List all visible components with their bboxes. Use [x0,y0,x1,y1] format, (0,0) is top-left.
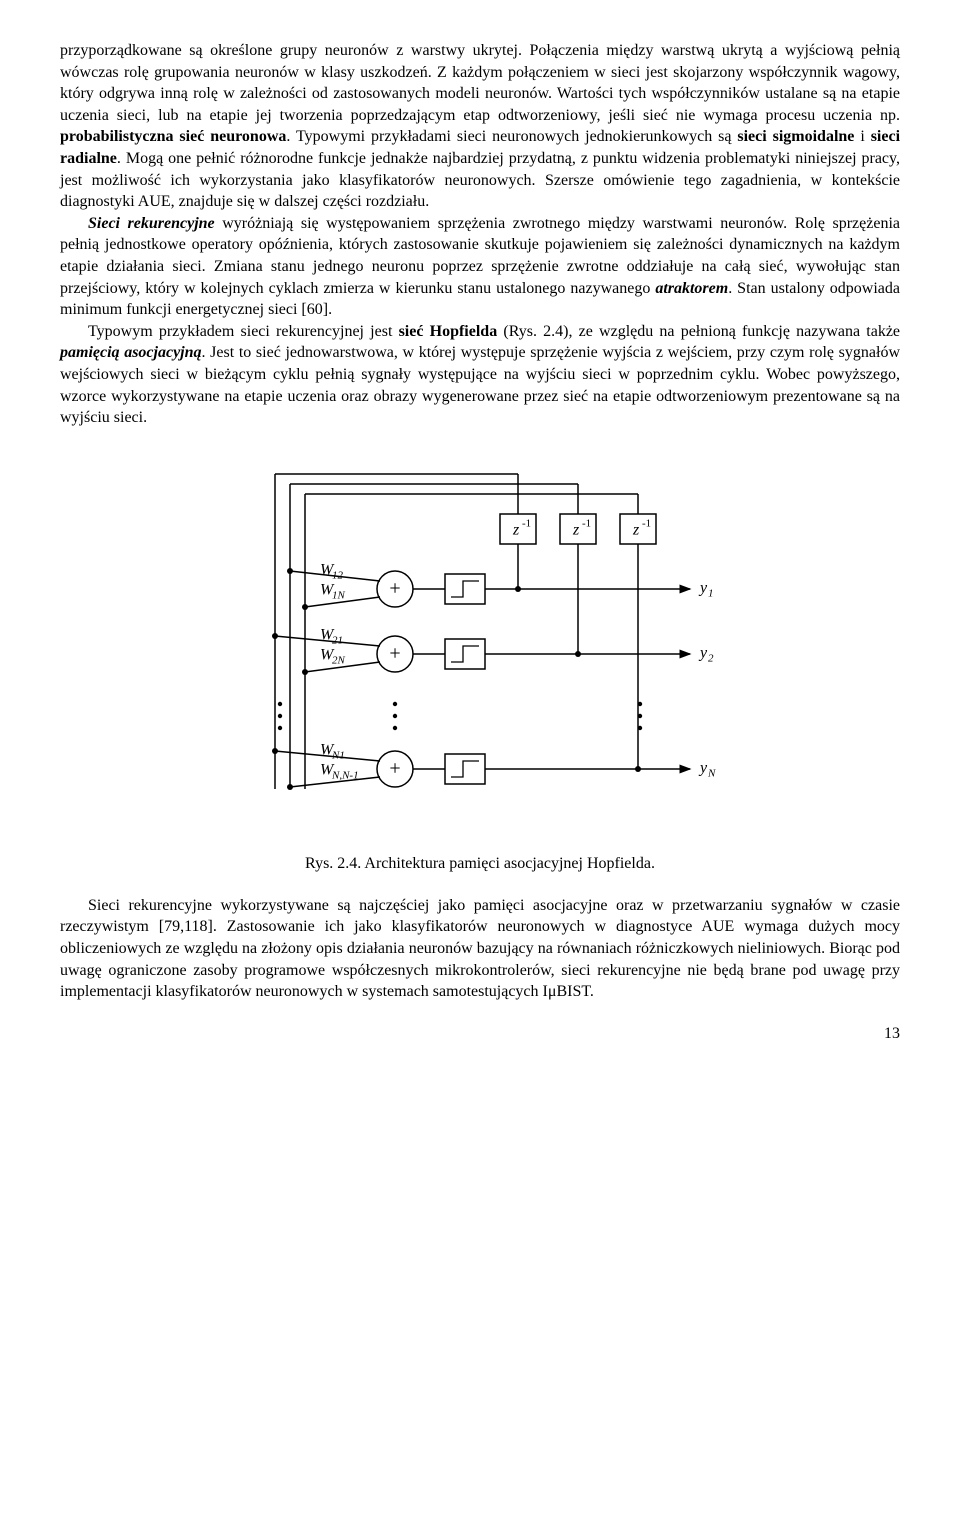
term-attractor: atraktorem [655,280,728,297]
svg-text:z: z [632,521,640,538]
text: (Rys. 2.4), ze względu na pełnioną funkc… [497,323,900,340]
figure-hopfield: z-1z-1z-1+++y1y2yNW12W1NW21W2NWN1WN,N-1 [60,459,900,846]
term-recurrent: Sieci rekurencyjne [88,215,215,232]
svg-text:2: 2 [708,652,714,664]
term-probabilistic: probabilistyczna sieć neuronowa [60,128,286,145]
text: przyporządkowane są określone grupy neur… [60,42,900,124]
paragraph-3: Typowym przykładem sieci rekurencyjnej j… [60,321,900,429]
svg-text:N,N-1: N,N-1 [331,769,359,781]
svg-text:z: z [512,521,520,538]
svg-text:-1: -1 [582,517,591,529]
svg-text:y: y [698,579,708,596]
paragraph-4: Sieci rekurencyjne wykorzystywane są naj… [60,895,900,1003]
term-assoc-memory: pamięcią asocjacyjną [60,344,202,361]
svg-text:y: y [698,644,708,661]
svg-text:+: + [389,642,400,664]
svg-text:z: z [572,521,580,538]
svg-text:y: y [698,759,708,776]
text: . Mogą one pełnić różnorodne funkcje jed… [60,150,900,210]
svg-text:2N: 2N [332,654,346,666]
svg-text:12: 12 [332,569,344,581]
term-hopfield: sieć Hopfielda [399,323,498,340]
svg-text:N1: N1 [331,749,345,761]
hopfield-diagram: z-1z-1z-1+++y1y2yNW12W1NW21W2NWN1WN,N-1 [60,459,900,846]
svg-text:1: 1 [708,587,714,599]
text: . Typowymi przykładami sieci neuronowych… [286,128,737,145]
svg-text:-1: -1 [522,517,531,529]
svg-text:+: + [389,577,400,599]
page-number: 13 [60,1023,900,1045]
text: i [854,128,870,145]
svg-text:-1: -1 [642,517,651,529]
svg-text:1N: 1N [332,589,346,601]
svg-text:N: N [707,767,716,779]
term-sigmoidal: sieci sigmoidalne [737,128,854,145]
paragraph-2: Sieci rekurencyjne wyróżniają się występ… [60,213,900,321]
figure-caption: Rys. 2.4. Architektura pamięci asocjacyj… [60,853,900,875]
text: Typowym przykładem sieci rekurencyjnej j… [88,323,399,340]
svg-text:+: + [389,757,400,779]
paragraph-1: przyporządkowane są określone grupy neur… [60,40,900,213]
svg-text:21: 21 [332,634,343,646]
